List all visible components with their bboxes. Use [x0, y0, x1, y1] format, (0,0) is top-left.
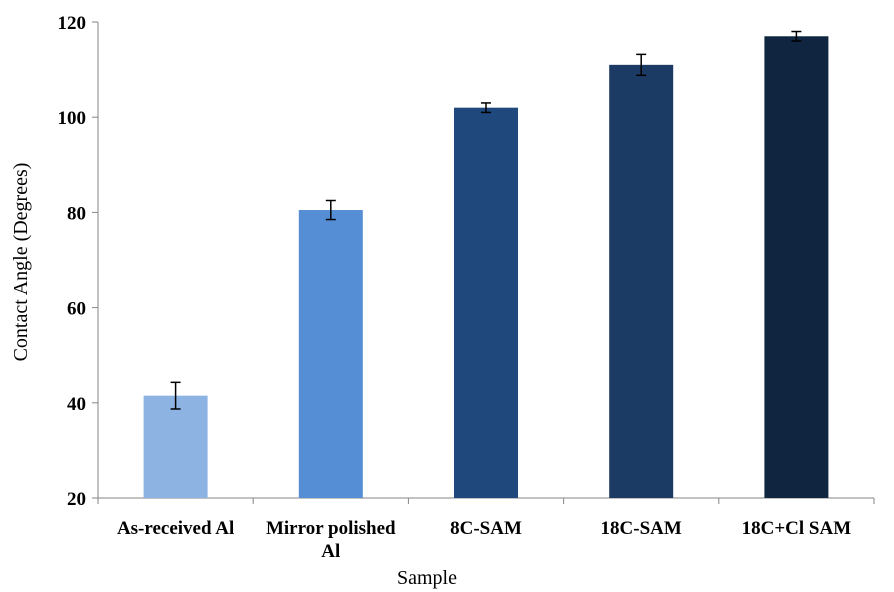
y-axis-title: Contact Angle (Degrees) [10, 163, 32, 362]
bar [454, 107, 518, 499]
x-category-label: 18C-SAM [601, 518, 682, 539]
y-tick-label: 100 [58, 108, 87, 129]
error-bar [170, 381, 181, 410]
error-bar [791, 30, 802, 42]
category-labels: As-received Al Mirror polished Al 8C-SAM 18C… [117, 518, 851, 562]
y-tick-label: 120 [58, 13, 87, 34]
bar [764, 36, 829, 498]
y-tick-label: 20 [67, 489, 86, 510]
y-ticks: 20 40 60 80 100 120 [58, 13, 98, 510]
bar [609, 64, 674, 498]
y-tick-label: 60 [67, 299, 86, 320]
error-bar [325, 199, 336, 221]
bar [143, 395, 208, 498]
error-bars [170, 30, 802, 410]
y-tick-label: 80 [67, 203, 86, 224]
x-category-label: As-received Al [117, 518, 234, 539]
bars [143, 36, 829, 499]
bar [298, 210, 363, 498]
x-axis-title: Sample [397, 567, 457, 589]
error-bar [481, 102, 491, 114]
x-category-label: 8C-SAM [450, 518, 522, 539]
y-tick-label: 40 [67, 394, 86, 415]
x-category-label: 18C+Cl SAM [742, 518, 852, 539]
error-bar [636, 53, 647, 77]
x-category-label: Mirror polished Al [266, 518, 396, 562]
x-ticks [97, 498, 875, 504]
